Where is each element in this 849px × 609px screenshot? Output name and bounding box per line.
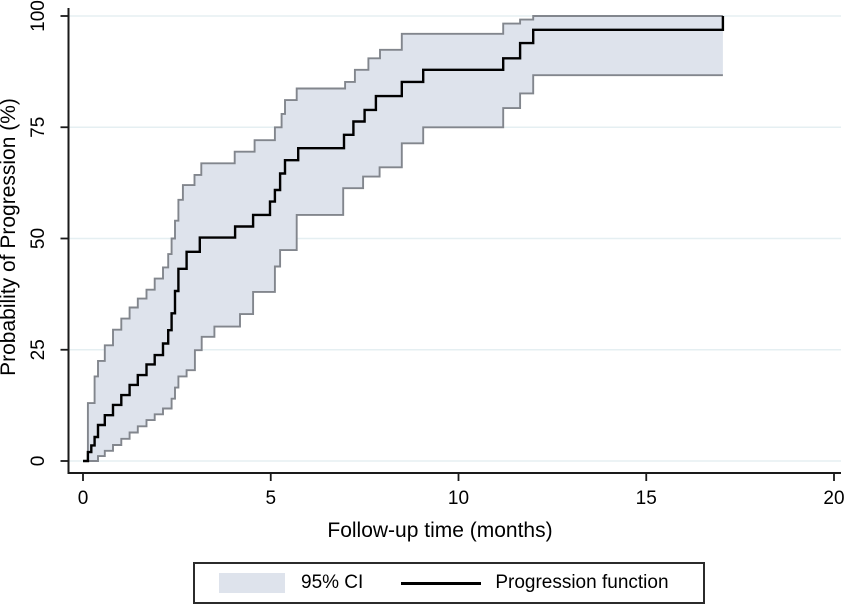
progression-step-line: [83, 16, 725, 463]
x-tick-label: 0: [78, 488, 89, 509]
x-tick-label: 20: [823, 488, 844, 509]
ci-legend-label: 95% CI: [301, 572, 364, 593]
ci-lower-bound-line: [83, 74, 723, 462]
y-tick-label: 75: [28, 117, 49, 138]
x-tick-label: 10: [448, 488, 469, 509]
x-axis-title: Follow-up time (months): [327, 519, 552, 542]
progression-legend-label: Progression function: [495, 572, 669, 593]
y-axis-title: Probability of Progression (%): [0, 98, 20, 376]
y-tick-label: 25: [28, 339, 49, 360]
y-tick-label: 50: [28, 228, 49, 249]
x-tick-label: 15: [636, 488, 657, 509]
x-tick-label: 5: [265, 488, 276, 509]
ci-swatch-icon: [219, 573, 285, 593]
y-tick-label: 0: [28, 456, 49, 467]
ci-upper-bound-line: [83, 15, 723, 462]
progression-line-sample-icon: [401, 581, 482, 585]
y-tick-label: 100: [28, 0, 49, 32]
legend: 95% CI Progression function: [193, 562, 705, 604]
